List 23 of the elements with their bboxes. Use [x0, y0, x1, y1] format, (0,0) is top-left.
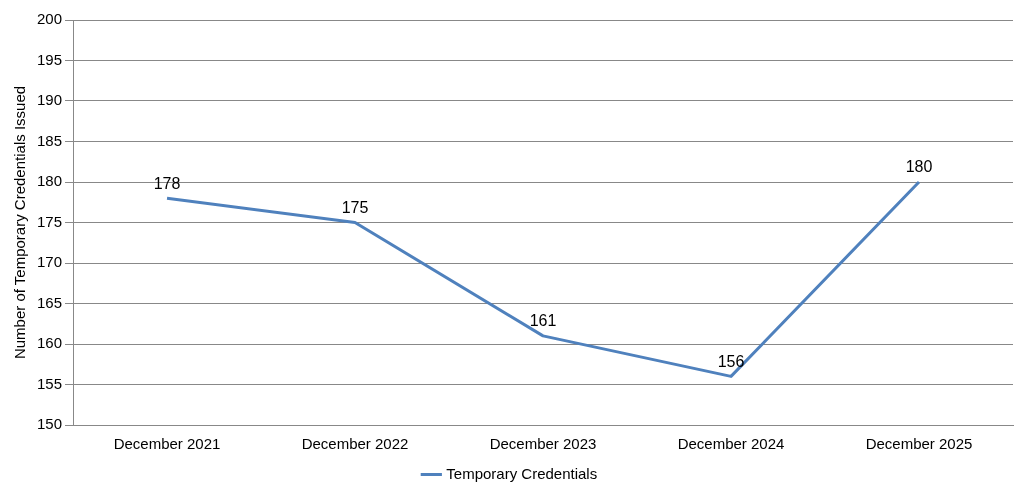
y-tick-label: 150 [37, 415, 63, 433]
y-tick-label: 155 [37, 374, 63, 392]
y-tick-label: 185 [37, 131, 63, 149]
x-tick-label: December 2025 [865, 435, 973, 453]
y-tick-label: 165 [37, 293, 63, 311]
y-tick-label: 170 [37, 253, 63, 271]
y-tick-label: 195 [37, 50, 63, 68]
data-label: 156 [717, 352, 745, 370]
y-tick-label: 175 [37, 212, 63, 230]
x-tick-label: December 2024 [677, 435, 785, 453]
data-label: 175 [341, 198, 369, 216]
x-tick-label: December 2023 [489, 435, 597, 453]
y-tick-label: 160 [37, 334, 63, 352]
x-tick-label: December 2022 [301, 435, 409, 453]
legend-label: Temporary Credentials [446, 464, 598, 482]
x-tick-label: December 2021 [113, 435, 221, 453]
y-tick-label: 180 [37, 172, 63, 190]
data-label: 178 [153, 174, 181, 192]
y-tick-label: 200 [37, 10, 63, 28]
y-axis-title: Number of Temporary Credentials Issued [11, 85, 29, 360]
data-label: 161 [529, 312, 557, 330]
data-label: 180 [905, 158, 933, 176]
y-tick-label: 190 [37, 91, 63, 109]
